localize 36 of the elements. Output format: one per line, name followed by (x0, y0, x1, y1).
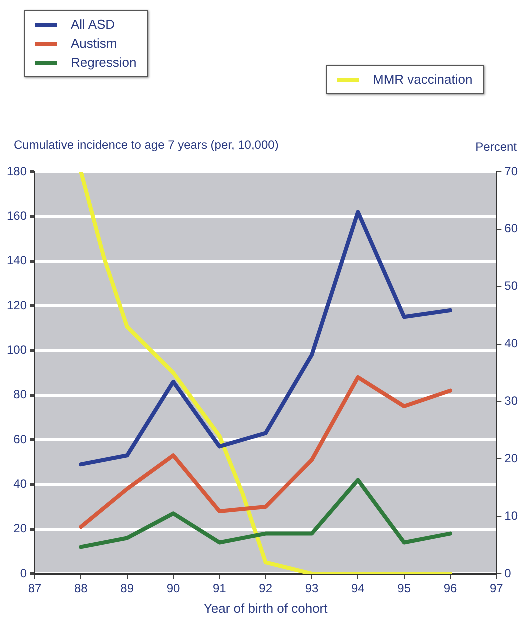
x-tick-label: 90 (166, 582, 181, 596)
y-tick-label: 40 (14, 476, 28, 491)
x-tick-label: 88 (74, 582, 88, 596)
y2-axis-title: Percent (476, 140, 517, 154)
x-tick-label: 91 (212, 582, 227, 596)
legend-label: Austism (71, 36, 118, 51)
x-tick-label: 87 (28, 582, 42, 596)
x-tick-label: 93 (305, 582, 319, 596)
y-tick-label: 180 (6, 164, 28, 178)
y-axis-title: Cumulative incidence to age 7 years (per, 10,000) (14, 138, 279, 152)
x-tick-label: 89 (120, 582, 134, 596)
y2-tick-label: 50 (504, 279, 518, 294)
legend-label: Regression (71, 55, 137, 70)
x-tick-label: 95 (398, 582, 412, 596)
y2-tick-label: 0 (504, 566, 512, 580)
legend-label: MMR vaccination (373, 72, 473, 87)
y-tick-label: 120 (6, 298, 28, 312)
y-tick-label: 140 (6, 254, 28, 268)
y-tick-label: 0 (20, 566, 28, 580)
x-tick-label: 96 (444, 582, 458, 596)
y2-tick-label: 40 (504, 336, 518, 351)
y2-tick-label: 70 (504, 164, 518, 178)
x-tick-label: 97 (490, 582, 504, 596)
y2-tick-label: 30 (504, 394, 518, 408)
x-tick-label: 94 (351, 582, 366, 596)
legend-label: All ASD (71, 17, 116, 32)
y-tick-label: 100 (6, 342, 28, 357)
y2-tick-label: 60 (504, 222, 518, 236)
y-tick-label: 60 (14, 432, 28, 446)
y-tick-label: 20 (14, 522, 28, 536)
y-tick-label: 160 (6, 208, 28, 223)
x-tick-label: 92 (259, 582, 273, 596)
x-axis-title: Year of birth of cohort (204, 600, 328, 616)
y2-tick-label: 20 (504, 451, 518, 466)
y2-tick-label: 10 (504, 508, 518, 523)
y-tick-label: 80 (14, 388, 28, 402)
